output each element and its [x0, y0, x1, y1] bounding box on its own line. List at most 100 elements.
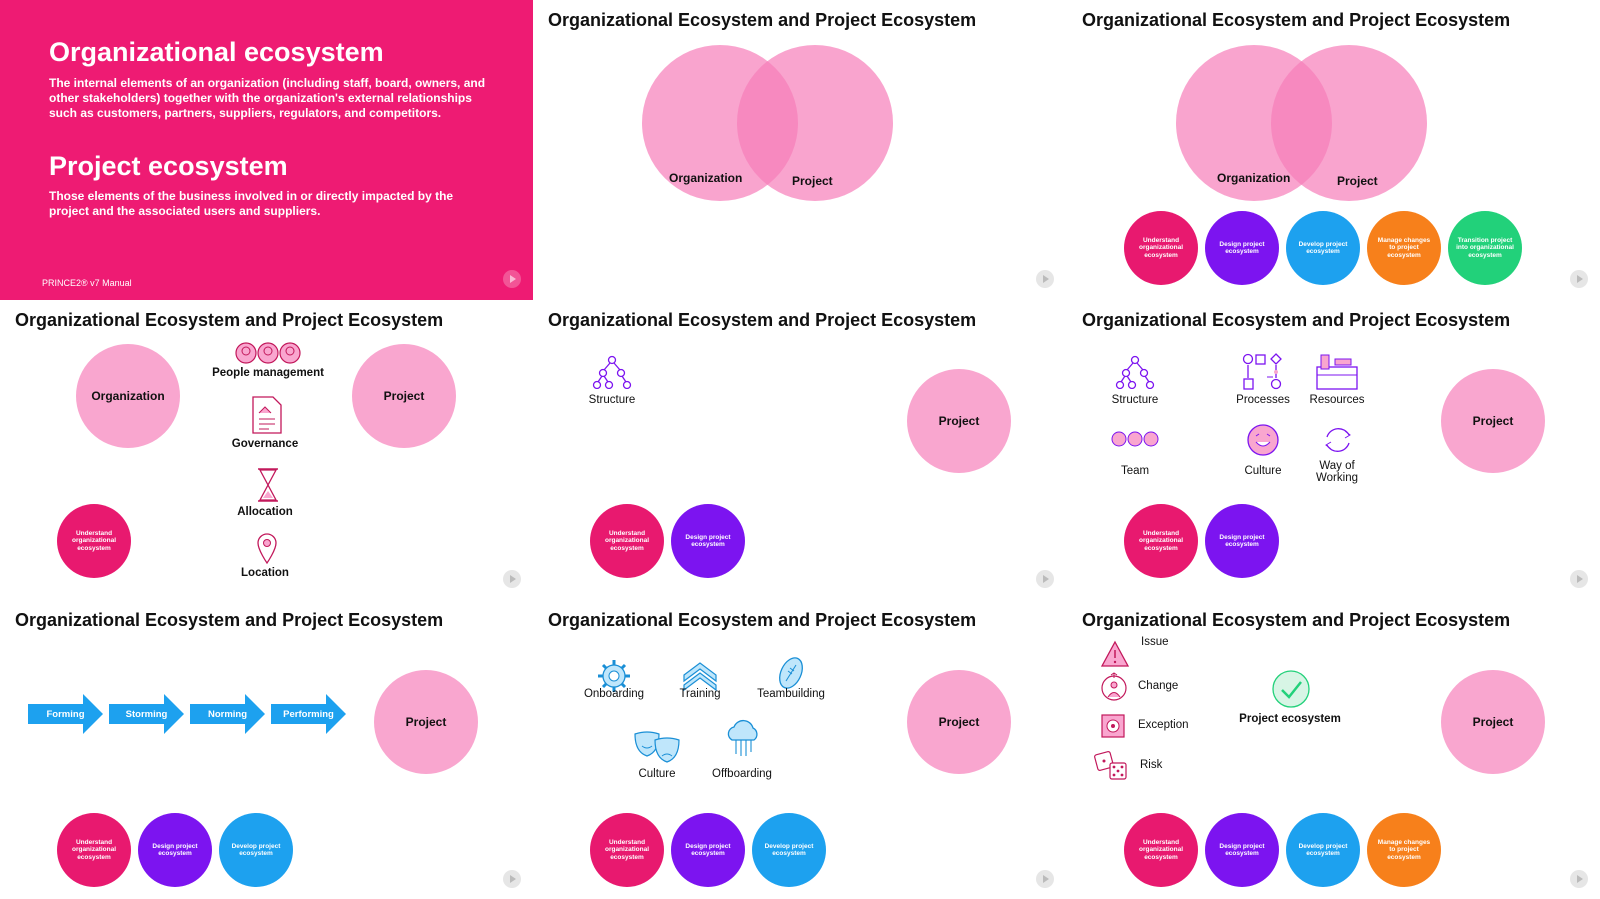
slide-2[interactable]: Organizational Ecosystem and Project Eco…	[533, 0, 1066, 300]
team-icon	[1111, 431, 1159, 447]
play-icon[interactable]	[1570, 270, 1588, 288]
exception-icon	[1101, 714, 1125, 738]
offboarding-label: Offboarding	[712, 768, 772, 780]
play-icon[interactable]	[503, 270, 521, 288]
culture-label: Culture	[1244, 465, 1282, 477]
project-ecosystem-label: Project ecosystem	[1239, 713, 1341, 725]
slide-1[interactable]: Organizational ecosystem The internal el…	[0, 0, 533, 300]
people-management-label: People management	[212, 367, 324, 379]
step-develop[interactable]: Develop project ecosystem	[752, 813, 826, 887]
organization-label: Organization	[1217, 171, 1291, 185]
slide-title: Organizational Ecosystem and Project Eco…	[15, 610, 444, 630]
slide-title: Organizational Ecosystem and Project Eco…	[1082, 10, 1511, 30]
step-transition[interactable]: Transition project into organizational e…	[1448, 211, 1522, 285]
exception-label: Exception	[1138, 719, 1189, 731]
training-label: Training	[679, 688, 721, 700]
slide-5[interactable]: Organizational Ecosystem and Project Eco…	[533, 300, 1066, 600]
team-label: Team	[1120, 465, 1150, 477]
project-circle	[1271, 45, 1427, 201]
play-icon[interactable]	[1036, 870, 1054, 888]
tools-icon	[1316, 354, 1358, 390]
project-circle: Project	[374, 670, 478, 774]
step-develop[interactable]: Develop project ecosystem	[1286, 813, 1360, 887]
stage-forming: Forming	[28, 694, 103, 734]
person-change-icon	[1101, 672, 1127, 701]
organizational-ecosystem-definition: The internal elements of an organization…	[49, 76, 486, 120]
stage-storming: Storming	[109, 694, 184, 734]
process-icon	[1242, 353, 1282, 390]
structure-label: Structure	[1111, 394, 1159, 406]
project-circle	[737, 45, 893, 201]
step-understand[interactable]: Understand organizational ecosystem	[590, 504, 664, 578]
play-icon[interactable]	[1570, 870, 1588, 888]
step-design[interactable]: Design project ecosystem	[1205, 504, 1279, 578]
step-understand[interactable]: Understand organizational ecosystem	[1124, 504, 1198, 578]
cycle-icon	[1325, 428, 1351, 452]
slide-9[interactable]: Organizational Ecosystem and Project Eco…	[1067, 600, 1600, 899]
slide-3[interactable]: Organizational Ecosystem and Project Eco…	[1067, 0, 1600, 300]
project-label: Project	[792, 174, 833, 188]
step-design[interactable]: Design project ecosystem	[138, 813, 212, 887]
play-icon[interactable]	[1036, 270, 1054, 288]
footer-source: PRINCE2® v7 Manual	[42, 278, 132, 288]
hourglass-icon	[258, 468, 278, 502]
risk-label: Risk	[1140, 759, 1163, 771]
chevrons-icon	[683, 662, 717, 691]
onboarding-label: Onboarding	[583, 688, 645, 700]
step-develop[interactable]: Develop project ecosystem	[219, 813, 293, 887]
play-icon[interactable]	[503, 870, 521, 888]
slide-title: Organizational Ecosystem and Project Eco…	[1082, 310, 1511, 330]
step-design[interactable]: Design project ecosystem	[1205, 211, 1279, 285]
heading-project-ecosystem: Project ecosystem	[49, 151, 288, 181]
step-manage[interactable]: Manage changes to project ecosystem	[1367, 211, 1441, 285]
step-understand[interactable]: Understand organizational ecosystem	[57, 813, 131, 887]
heading-organizational-ecosystem: Organizational ecosystem	[49, 37, 384, 67]
processes-label: Processes	[1236, 394, 1290, 406]
masks-icon	[634, 731, 680, 763]
slide-title: Organizational Ecosystem and Project Eco…	[548, 310, 977, 330]
org-chart-icon	[1115, 355, 1155, 389]
governance-label: Governance	[231, 438, 299, 450]
step-understand[interactable]: Understand organizational ecosystem	[1124, 813, 1198, 887]
step-design[interactable]: Design project ecosystem	[671, 504, 745, 578]
play-icon[interactable]	[503, 570, 521, 588]
culture-label: Culture	[638, 768, 676, 780]
structure-label: Structure	[588, 394, 636, 406]
play-icon[interactable]	[1570, 570, 1588, 588]
step-understand[interactable]: Understand organizational ecosystem	[590, 813, 664, 887]
project-circle: Project	[907, 670, 1011, 774]
cloud-icon	[727, 719, 758, 756]
project-ecosystem-definition: Those elements of the business involved …	[49, 189, 454, 218]
step-develop[interactable]: Develop project ecosystem	[1286, 211, 1360, 285]
dice-icon	[1094, 751, 1127, 780]
smile-icon	[1247, 424, 1279, 456]
location-label: Location	[241, 567, 289, 579]
issue-label: Issue	[1141, 636, 1169, 648]
checkmark-icon	[1272, 670, 1310, 708]
norming-label: Norming	[207, 708, 248, 720]
organization-label: Organization	[669, 171, 743, 185]
project-circle: Project	[907, 369, 1011, 473]
step-design[interactable]: Design project ecosystem	[671, 813, 745, 887]
step-understand[interactable]: Understand organizational ecosystem	[57, 504, 131, 578]
slide-4[interactable]: Organizational Ecosystem and Project Eco…	[0, 300, 533, 600]
teambuilding-label: Teambuilding	[757, 688, 825, 700]
project-circle: Project	[1441, 369, 1545, 473]
slide-8[interactable]: Organizational Ecosystem and Project Eco…	[533, 600, 1066, 899]
step-understand[interactable]: Understand organizational ecosystem	[1124, 211, 1198, 285]
change-label: Change	[1138, 680, 1179, 692]
slide-6[interactable]: Organizational Ecosystem and Project Eco…	[1067, 300, 1600, 600]
performing-label: Performing	[283, 708, 334, 720]
slide-7[interactable]: Organizational Ecosystem and Project Eco…	[0, 600, 533, 899]
stage-performing: Performing	[271, 694, 346, 734]
play-icon[interactable]	[1036, 570, 1054, 588]
project-circle: Project	[1441, 670, 1545, 774]
warning-icon	[1100, 640, 1130, 667]
document-icon	[252, 396, 282, 434]
step-design[interactable]: Design project ecosystem	[1205, 813, 1279, 887]
football-icon	[779, 657, 803, 689]
step-manage[interactable]: Manage changes to project ecosystem	[1367, 813, 1441, 887]
project-label: Project	[1337, 174, 1378, 188]
slide-title: Organizational Ecosystem and Project Eco…	[15, 310, 444, 330]
